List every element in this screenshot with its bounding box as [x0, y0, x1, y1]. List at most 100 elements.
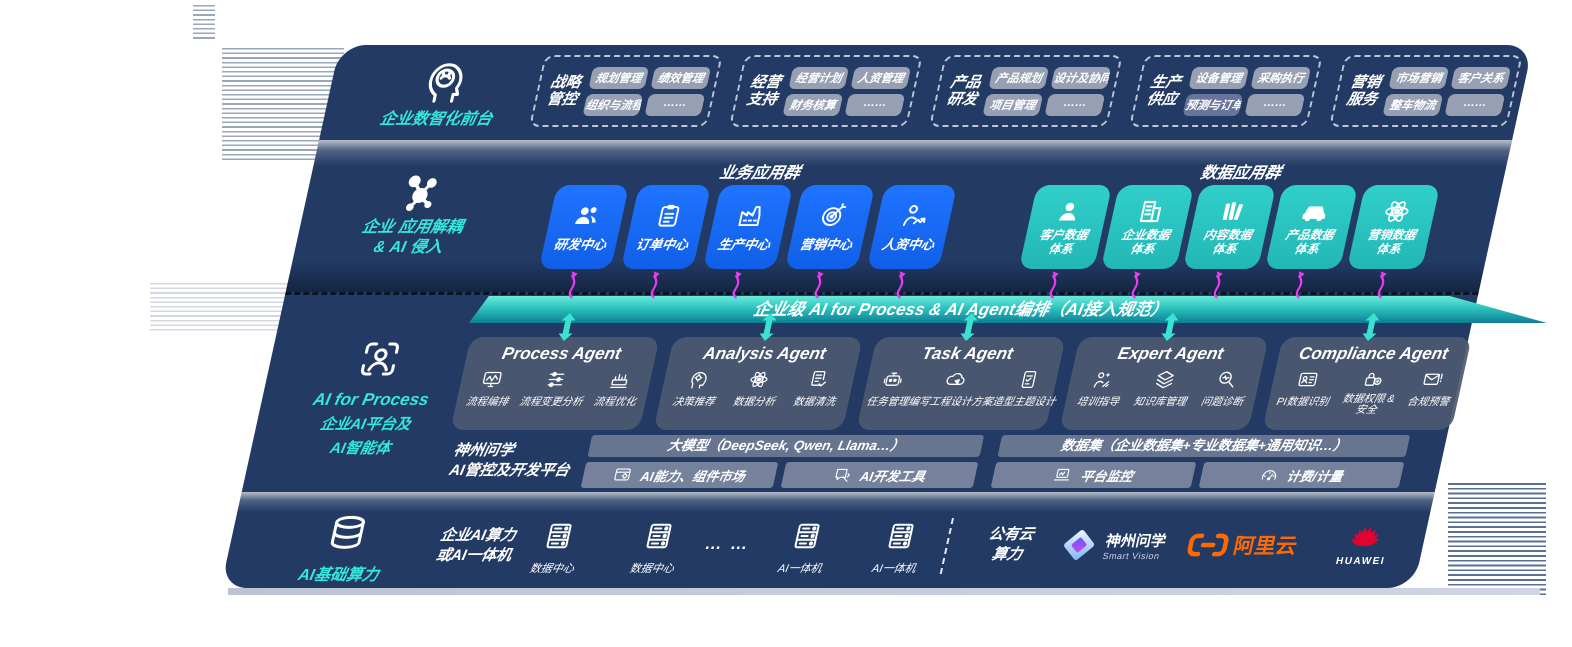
dashed-divider	[939, 518, 955, 574]
dataset-bar: 数据集（企业数据集+专业数据集+通用知识…）	[997, 435, 1411, 457]
app-box-label: 人资中心	[880, 236, 936, 252]
doc-clean-icon	[806, 369, 832, 390]
module-pill: 规划管理	[588, 66, 650, 89]
module-pill: ……	[1244, 93, 1306, 116]
data-box-label: 体系	[1293, 241, 1321, 256]
agent-capability: PI数据识别	[1275, 369, 1336, 409]
agent-capability: 数据权限 & 安全	[1334, 369, 1406, 416]
group-title: 战略	[548, 73, 583, 91]
front-label-text: 企业数智化前台	[378, 111, 494, 128]
module-pill: 整车物流	[1382, 93, 1444, 116]
layers-icon	[1152, 369, 1178, 390]
ground-shadow	[228, 588, 1540, 595]
platform-cell-devtools: AI开发工具	[780, 462, 979, 488]
agent-title: Expert Agent	[1115, 344, 1226, 363]
group-title: 供应	[1145, 91, 1179, 108]
agent-capability: 决策推荐	[671, 369, 722, 409]
platform-cell-capabilities: AI能力、组件市场	[580, 462, 779, 488]
compute-layer: AI基础算力 企业AI算力 或AI一体机 数据中心 数据中心 … … AI一体机…	[221, 512, 1431, 588]
factory-icon	[734, 202, 767, 229]
smartvision-logo: 神州问学 Smart Vision	[1056, 526, 1169, 564]
platform-cell-monitor: 平台监控	[990, 462, 1197, 488]
agent-label-line2: 企业AI平台及	[318, 416, 413, 433]
group-title: 产品	[948, 73, 983, 91]
app-box-order-center: 订单中心	[620, 185, 712, 269]
aliyun-logo: 阿里云	[1185, 530, 1301, 560]
agent-label-en: AI for Process	[311, 390, 431, 409]
platform-data-group: 数据集（企业数据集+专业数据集+通用知识…） 平台监控 计费/计量	[990, 435, 1411, 488]
stripe-decoration	[1448, 483, 1546, 595]
flow-icon	[479, 369, 505, 390]
data-box-label: 客户数据	[1038, 227, 1090, 242]
person-arrow-icon	[898, 202, 931, 229]
group-title: 研发	[945, 91, 979, 108]
group-title: 生产	[1148, 73, 1183, 91]
agent-capability: 培训指导	[1075, 369, 1126, 409]
ellipsis-dots: … …	[702, 534, 752, 553]
smartvision-diamond-icon	[1064, 530, 1095, 560]
clipboard-icon	[652, 202, 685, 229]
agent-capability: 编写工程设计方案	[907, 369, 1000, 409]
data-box-label: 体系	[1211, 241, 1239, 256]
front-group-product: 产品 研发 产品规划 设计及协同 项目管理 ……	[928, 55, 1123, 127]
app-box-label: 订单中心	[634, 236, 690, 252]
module-pill: ……	[644, 93, 706, 116]
laptop-icon	[1052, 466, 1074, 484]
car-icon	[1298, 198, 1331, 225]
agent-card-expert: Expert Agent 培训指导 知识库管理 问题诊断	[1059, 337, 1269, 430]
data-box-customer: 客户数据 体系	[1018, 185, 1113, 269]
model-bar: 大模型（DeepSeek, Qwen, Llama…）	[587, 435, 985, 457]
id-card-icon	[1295, 369, 1321, 390]
server-icon	[641, 520, 678, 552]
data-box-enterprise: 企业数据 体系	[1100, 185, 1195, 269]
agent-card-task: Task Agent 任务管理 编写工程设计方案 造型主题设计	[856, 337, 1066, 430]
platform-cell-billing: 计费/计量	[1198, 462, 1405, 488]
front-groups-row: 战略 管控 规划管理 绩效管理 组织与流程 …… 经营 支持 经营计划 人资管理 财…	[528, 55, 1531, 127]
group-title: 支持	[745, 91, 779, 108]
module-pill: 经营计划	[788, 66, 850, 89]
group-title: 管控	[545, 91, 579, 108]
cloud-pen-icon	[943, 369, 969, 390]
data-box-content: 内容数据 体系	[1182, 185, 1277, 269]
compute-caption-line2: 或AI一体机	[434, 546, 514, 564]
server-icon	[789, 520, 826, 552]
head-gear-icon	[686, 369, 712, 390]
group-title: 营销	[1348, 73, 1383, 91]
module-pill: 预测与订单	[1182, 93, 1244, 116]
lock-icon	[1360, 369, 1386, 390]
layer-step-edge	[237, 492, 1435, 512]
agent-capability: 知识库管理	[1132, 369, 1193, 409]
agent-title: Task Agent	[920, 344, 1015, 363]
public-cloud-line1: 公有云	[986, 526, 1036, 543]
agent-card-process: Process Agent 流程编排 流程变更分析 流程优化	[450, 337, 660, 430]
app-box-label: 生产中心	[716, 236, 772, 252]
server-icon	[541, 520, 578, 552]
agent-capability: 问题诊断	[1200, 369, 1251, 409]
aliyun-name: 阿里云	[1231, 535, 1300, 558]
database-icon	[322, 514, 373, 554]
market-icon	[612, 466, 634, 484]
app-box-production-center: 生产中心	[702, 185, 794, 269]
module-pill: 设计及协同	[1050, 66, 1112, 89]
platform-layer: 神州问学 AI管控及开发平台 大模型（DeepSeek, Qwen, Llama…	[242, 433, 1448, 491]
huawei-name: HUAWEI	[1334, 556, 1387, 567]
data-box-label: 营销数据	[1366, 227, 1418, 242]
building-icon	[1134, 198, 1167, 225]
module-pill: 产品规划	[988, 66, 1050, 89]
agent-capability: 合规预警	[1406, 369, 1457, 409]
stripe-decoration	[193, 5, 215, 41]
agent-capability: 流程优化	[592, 369, 643, 409]
module-pill: 设备管理	[1188, 66, 1250, 89]
main-panel: 企业数智化前台 战略 管控 规划管理 绩效管理 组织与流程 …… 经营 支持 经营计…	[220, 45, 1533, 588]
atom-line-icon	[746, 369, 772, 390]
front-layer-label: 企业数智化前台	[346, 59, 537, 130]
module-pill: 财务核算	[782, 93, 844, 116]
data-group-title: 数据应用群	[1198, 165, 1283, 182]
data-box-label: 企业数据	[1120, 227, 1172, 242]
compute-caption-line1: 企业AI算力	[438, 527, 518, 544]
module-pill: ……	[844, 93, 906, 116]
public-cloud-line2: 算力	[990, 545, 1024, 563]
books-icon	[1216, 198, 1249, 225]
front-group-operation: 经营 支持 经营计划 人资管理 财务核算 ……	[728, 55, 923, 127]
data-box-product: 产品数据 体系	[1264, 185, 1359, 269]
